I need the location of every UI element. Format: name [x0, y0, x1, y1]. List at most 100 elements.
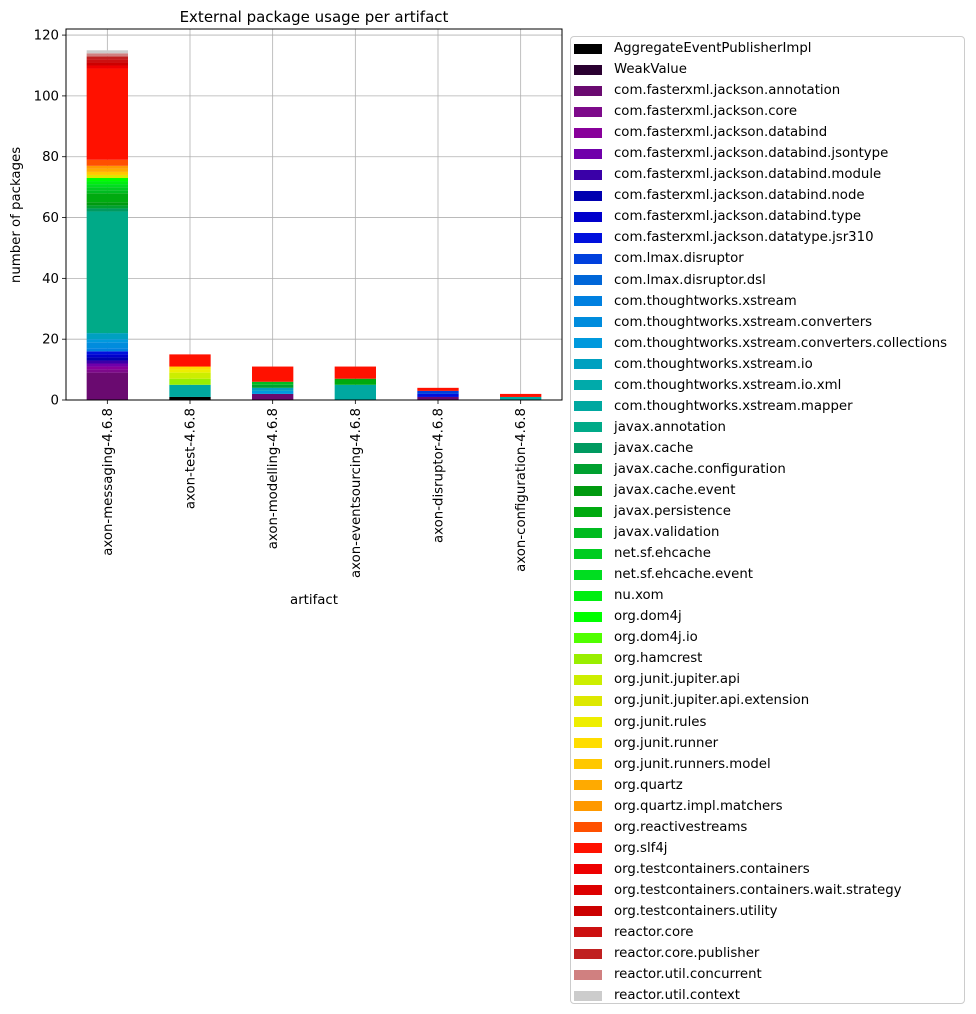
bar-segment [86, 351, 128, 355]
legend-swatch [574, 169, 602, 180]
legend-item: org.junit.jupiter.api [574, 669, 964, 690]
legend-swatch [574, 190, 602, 201]
legend-item: com.thoughtworks.xstream.io [574, 354, 964, 375]
legend-label: org.quartz.impl.matchers [614, 798, 783, 814]
legend-swatch [574, 780, 602, 791]
legend-label: com.lmax.disruptor [614, 251, 744, 267]
x-tick-label: axon-test-4.6.8 [184, 408, 199, 509]
bar-segment [86, 174, 128, 179]
legend-swatch [574, 717, 602, 728]
legend-item: reactor.util.concurrent [574, 964, 964, 985]
legend-label: com.thoughtworks.xstream.converters.coll… [614, 335, 948, 351]
legend-item: reactor.core [574, 922, 964, 943]
legend-item: com.fasterxml.jackson.annotation [574, 80, 964, 101]
legend-item: com.fasterxml.jackson.datatype.jsr310 [574, 227, 964, 248]
x-tick-label: axon-configuration-4.6.8 [514, 408, 529, 572]
bar-segment [86, 65, 128, 69]
legend-label: org.hamcrest [614, 651, 703, 667]
bar-segment [86, 56, 128, 60]
bar-segment [86, 50, 128, 54]
legend-label: org.reactivestreams [614, 819, 748, 835]
legend-item: com.fasterxml.jackson.databind.node [574, 185, 964, 206]
legend-swatch [574, 611, 602, 622]
legend-swatch [574, 590, 602, 601]
bar-segment [86, 357, 128, 361]
legend-label: reactor.core.publisher [614, 946, 760, 962]
legend-label: org.dom4j.io [614, 630, 698, 646]
x-tick-label: axon-disruptor-4.6.8 [432, 408, 447, 543]
legend-label: WeakValue [614, 62, 687, 78]
legend-swatch [574, 864, 602, 875]
legend: AggregateEventPublisherImpl WeakValue com.… [570, 36, 965, 1004]
bar-segment [86, 68, 128, 160]
bar-segment [417, 387, 459, 391]
legend-item: com.thoughtworks.xstream.mapper [574, 396, 964, 417]
bar-segment [86, 187, 128, 191]
legend-label: com.thoughtworks.xstream.io.xml [614, 377, 842, 393]
legend-swatch [574, 801, 602, 812]
legend-label: net.sf.ehcache.event [614, 567, 754, 583]
legend-item: org.dom4j [574, 606, 964, 627]
bar-segment [169, 366, 211, 370]
legend-item: com.fasterxml.jackson.databind.type [574, 206, 964, 227]
y-tick-label: 0 [51, 394, 59, 409]
y-axis-label: number of packages [9, 147, 24, 283]
legend-swatch [574, 296, 602, 307]
legend-label: javax.annotation [614, 419, 726, 435]
chart-title: External package usage per artifact [180, 8, 449, 26]
legend-swatch [574, 485, 602, 496]
legend-swatch [574, 317, 602, 328]
legend-item: org.junit.jupiter.api.extension [574, 690, 964, 711]
bar-segment [334, 366, 376, 379]
legend-item: nu.xom [574, 585, 964, 606]
legend-item: com.thoughtworks.xstream.converters.coll… [574, 333, 964, 354]
legend-label: org.junit.runners.model [614, 756, 771, 772]
legend-item: org.testcontainers.containers [574, 859, 964, 880]
bar-segment [86, 342, 128, 349]
bar-segment [500, 393, 542, 397]
legend-swatch [574, 927, 602, 938]
bar-segment [86, 366, 128, 370]
legend-swatch [574, 211, 602, 222]
legend-swatch [574, 738, 602, 749]
y-tick-label: 40 [42, 272, 59, 287]
legend-item: org.slf4j [574, 838, 964, 859]
bar-segment [86, 205, 128, 209]
legend-label: com.thoughtworks.xstream.io [614, 356, 813, 372]
bar-segment [86, 190, 128, 194]
bar-segment [252, 366, 294, 382]
x-tick-label: axon-messaging-4.6.8 [101, 408, 116, 556]
bar-segment [417, 393, 459, 397]
legend-swatch [574, 338, 602, 349]
bar-segment [86, 208, 128, 212]
legend-label: net.sf.ehcache [614, 546, 711, 562]
legend-item: reactor.core.publisher [574, 943, 964, 964]
legend-item: javax.cache.configuration [574, 459, 964, 480]
bar-segment [86, 348, 128, 352]
legend-swatch [574, 548, 602, 559]
bar-segment [86, 62, 128, 66]
bar-segment [86, 59, 128, 63]
legend-item: WeakValue [574, 59, 964, 80]
bar-segment [169, 354, 211, 367]
legend-swatch [574, 527, 602, 538]
bar-segment [86, 202, 128, 206]
y-tick-label: 100 [34, 89, 59, 104]
x-ticks: axon-messaging-4.6.8 axon-test-4.6.8 axon-… [101, 400, 529, 578]
legend-item: reactor.util.context [574, 985, 964, 1006]
legend-label: com.fasterxml.jackson.databind.type [614, 209, 862, 225]
bar-segment [86, 363, 128, 367]
legend-label: org.junit.jupiter.api [614, 672, 741, 688]
y-tick-label: 60 [42, 211, 59, 226]
bar-segment [252, 384, 294, 388]
legend-swatch [574, 506, 602, 517]
legend-label: com.fasterxml.jackson.annotation [614, 83, 841, 99]
legend-item: org.junit.runners.model [574, 754, 964, 775]
legend-item: org.quartz [574, 775, 964, 796]
bar-segment [334, 384, 376, 400]
bar-segment [417, 396, 459, 400]
legend-item: org.testcontainers.containers.wait.strat… [574, 880, 964, 901]
legend-label: reactor.util.context [614, 988, 741, 1004]
legend-label: org.dom4j [614, 609, 682, 625]
bar-segment [86, 53, 128, 57]
